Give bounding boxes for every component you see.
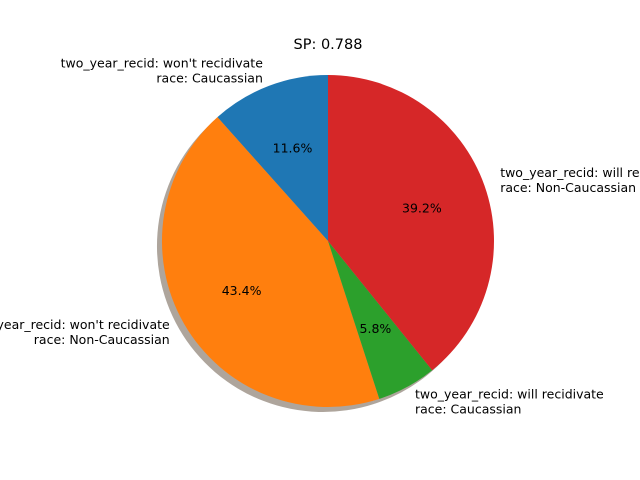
slice-labels: two_year_recid: won't recidivate race: Ca… xyxy=(0,55,640,416)
pie-slice-percent-4: 39.2% xyxy=(402,200,442,215)
pie-slice-label-line: race: Caucassian xyxy=(156,70,262,85)
pie-slice-percent-1: 11.6% xyxy=(273,140,313,155)
pie-slice-label-3: two_year_recid: will recidivate race: Cau… xyxy=(415,387,604,417)
pie-slice-percent-3: 5.8% xyxy=(360,321,392,336)
percent-labels: 11.6% 43.4% 5.8% 39.2% xyxy=(222,140,442,336)
pie-slice-1 xyxy=(217,74,328,241)
pie-slice-4 xyxy=(328,75,494,371)
pie-slice-label-line: race: Non-Caucassian xyxy=(34,332,170,347)
pie-slice-label-line: two_year_recid: will recidivate xyxy=(415,387,604,402)
pie-slice-label-line: race: Caucassian xyxy=(415,402,521,417)
pie-slice-label-line: two_year_recid: won't recidivate xyxy=(0,317,170,332)
pie-slice-label-line: two_year_recid: will recidivate xyxy=(500,165,640,180)
chart-title: SP: 0.788 xyxy=(294,37,363,53)
pie-slice-2 xyxy=(161,117,380,408)
pie-slice-3 xyxy=(328,241,433,399)
pie-slices xyxy=(161,74,494,408)
pie-slice-label-1: two_year_recid: won't recidivate race: Ca… xyxy=(61,55,264,85)
pie-slice-label-line: race: Non-Caucassian xyxy=(500,180,636,195)
pie-slice-label-line: two_year_recid: won't recidivate xyxy=(61,55,264,70)
pie-slice-percent-2: 43.4% xyxy=(222,283,262,298)
